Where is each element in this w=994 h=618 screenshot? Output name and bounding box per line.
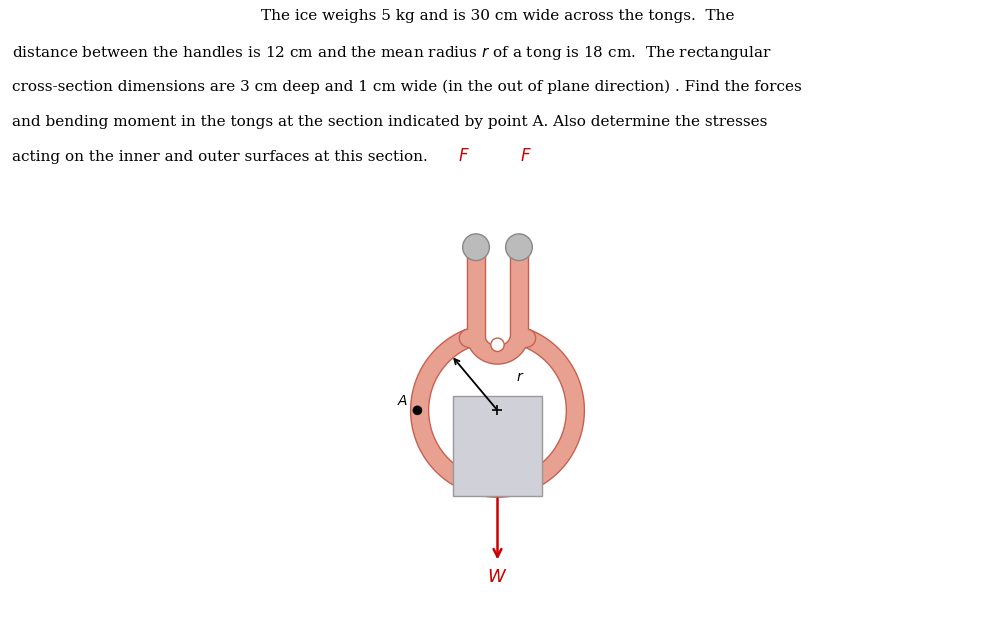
Circle shape	[490, 338, 504, 352]
Text: $F$: $F$	[458, 148, 469, 165]
Bar	[452, 396, 542, 496]
Text: acting on the inner and outer surfaces at this section.: acting on the inner and outer surfaces a…	[12, 150, 427, 164]
Text: $W$: $W$	[487, 569, 507, 586]
Text: $r$: $r$	[516, 370, 524, 384]
Text: $A$: $A$	[397, 394, 409, 408]
Text: The ice weighs 5 kg and is 30 cm wide across the tongs.  The: The ice weighs 5 kg and is 30 cm wide ac…	[260, 9, 734, 23]
Text: and bending moment in the tongs at the section indicated by point A. Also determ: and bending moment in the tongs at the s…	[12, 115, 766, 129]
Circle shape	[505, 234, 532, 261]
Circle shape	[462, 234, 489, 261]
Circle shape	[413, 406, 421, 415]
Text: $F$: $F$	[520, 148, 532, 165]
Text: cross-section dimensions are 3 cm deep and 1 cm wide (in the out of plane direct: cross-section dimensions are 3 cm deep a…	[12, 80, 801, 94]
Text: distance between the handles is 12 cm and the mean radius $r$ of a tong is 18 cm: distance between the handles is 12 cm an…	[12, 44, 771, 62]
